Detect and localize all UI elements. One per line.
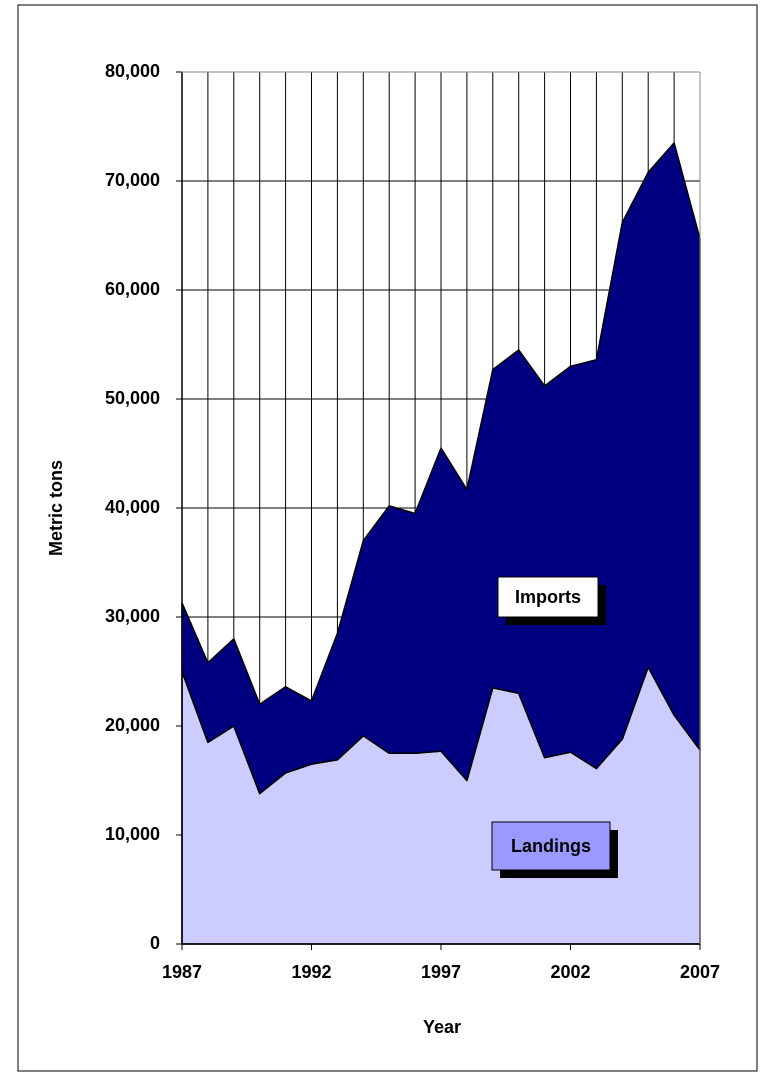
- legend-label: Imports: [515, 587, 581, 607]
- legend-box: [491, 821, 611, 871]
- legend-box: [497, 576, 599, 618]
- y-tick-label: 0: [150, 933, 160, 953]
- legend-label: Landings: [511, 836, 591, 856]
- y-tick-label: 50,000: [105, 388, 160, 408]
- y-tick-label: 80,000: [105, 61, 160, 81]
- y-tick-label: 60,000: [105, 279, 160, 299]
- x-tick-label: 1997: [421, 962, 461, 982]
- y-tick-label: 40,000: [105, 497, 160, 517]
- x-axis-title: Year: [423, 1017, 461, 1037]
- x-tick-label: 1992: [291, 962, 331, 982]
- y-tick-label: 70,000: [105, 170, 160, 190]
- y-axis-title: Metric tons: [46, 460, 66, 556]
- y-tick-label: 20,000: [105, 715, 160, 735]
- y-tick-label: 30,000: [105, 606, 160, 626]
- y-tick-label: 10,000: [105, 824, 160, 844]
- x-tick-label: 2002: [550, 962, 590, 982]
- x-tick-label: 2007: [680, 962, 720, 982]
- x-tick-label: 1987: [162, 962, 202, 982]
